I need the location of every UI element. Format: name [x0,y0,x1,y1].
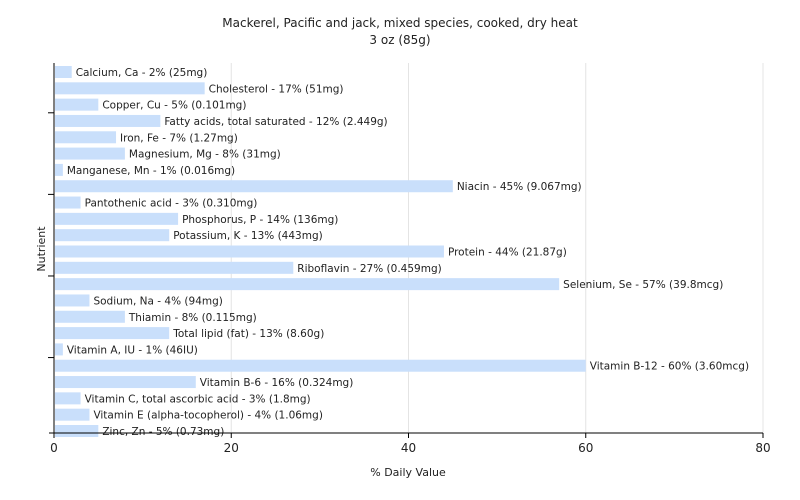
bar-13 [55,278,560,291]
x-tick-label-1: 20 [224,441,239,455]
x-tick-label-0: 0 [50,441,58,455]
x-axis-title: % Daily Value [370,466,446,479]
bar-18 [55,359,586,372]
bar-15 [55,310,125,323]
x-tick-label-3: 60 [578,441,593,455]
bar-8 [55,196,81,209]
bar-4 [55,131,117,144]
bar-22 [55,425,99,437]
bar-label-0: Calcium, Ca - 2% (25mg) [76,67,208,79]
axes-group: 0 20 40 60 80 [48,63,771,455]
bars-group: Calcium, Ca - 2% (25mg)Cholesterol - 17%… [55,66,749,438]
bar-label-18: Vitamin B-12 - 60% (3.60mcg) [590,361,749,373]
chart-title: Mackerel, Pacific and jack, mixed specie… [222,16,578,30]
bar-3 [55,114,161,127]
bar-label-6: Manganese, Mn - 1% (0.016mg) [67,165,235,177]
bar-label-22: Zinc, Zn - 5% (0.73mg) [102,426,224,438]
bar-1 [55,82,205,95]
bar-10 [55,229,170,242]
bar-label-19: Vitamin B-6 - 16% (0.324mg) [200,377,354,389]
x-tick-label-2: 40 [401,441,416,455]
bar-label-14: Sodium, Na - 4% (94mg) [93,295,222,307]
bar-label-5: Magnesium, Mg - 8% (31mg) [129,149,281,161]
bar-21 [55,408,90,421]
bar-label-11: Protein - 44% (21.87g) [448,247,567,259]
bar-label-1: Cholesterol - 17% (51mg) [209,83,344,95]
bar-16 [55,327,170,340]
bar-20 [55,392,81,405]
bar-label-3: Fatty acids, total saturated - 12% (2.44… [164,116,387,128]
bar-label-12: Riboflavin - 27% (0.459mg) [297,263,441,275]
bar-11 [55,245,444,258]
bar-label-7: Niacin - 45% (9.067mg) [457,181,582,193]
chart-subtitle: 3 oz (85g) [369,33,430,47]
bar-17 [55,343,63,356]
bar-label-10: Potassium, K - 13% (443mg) [173,230,323,242]
bar-label-9: Phosphorus, P - 14% (136mg) [182,214,338,226]
bar-2 [55,98,99,111]
bar-label-8: Pantothenic acid - 3% (0.310mg) [85,198,258,210]
y-axis-title: Nutrient [35,226,48,272]
bar-label-16: Total lipid (fat) - 13% (8.60g) [172,328,324,340]
bar-6 [55,163,63,176]
bar-14 [55,294,90,307]
bar-label-21: Vitamin E (alpha-tocopherol) - 4% (1.06m… [93,410,323,422]
bar-0 [55,66,72,78]
bar-label-17: Vitamin A, IU - 1% (46IU) [67,344,198,356]
bar-9 [55,212,179,225]
bar-12 [55,261,294,274]
bar-label-4: Iron, Fe - 7% (1.27mg) [120,132,238,144]
bar-label-20: Vitamin C, total ascorbic acid - 3% (1.8… [85,393,311,405]
bar-19 [55,376,196,389]
bar-7 [55,180,453,193]
x-tick-label-4: 80 [755,441,770,455]
bar-label-2: Copper, Cu - 5% (0.101mg) [102,100,246,112]
bar-5 [55,147,125,160]
bar-label-15: Thiamin - 8% (0.115mg) [128,312,257,324]
bar-label-13: Selenium, Se - 57% (39.8mcg) [563,279,723,291]
